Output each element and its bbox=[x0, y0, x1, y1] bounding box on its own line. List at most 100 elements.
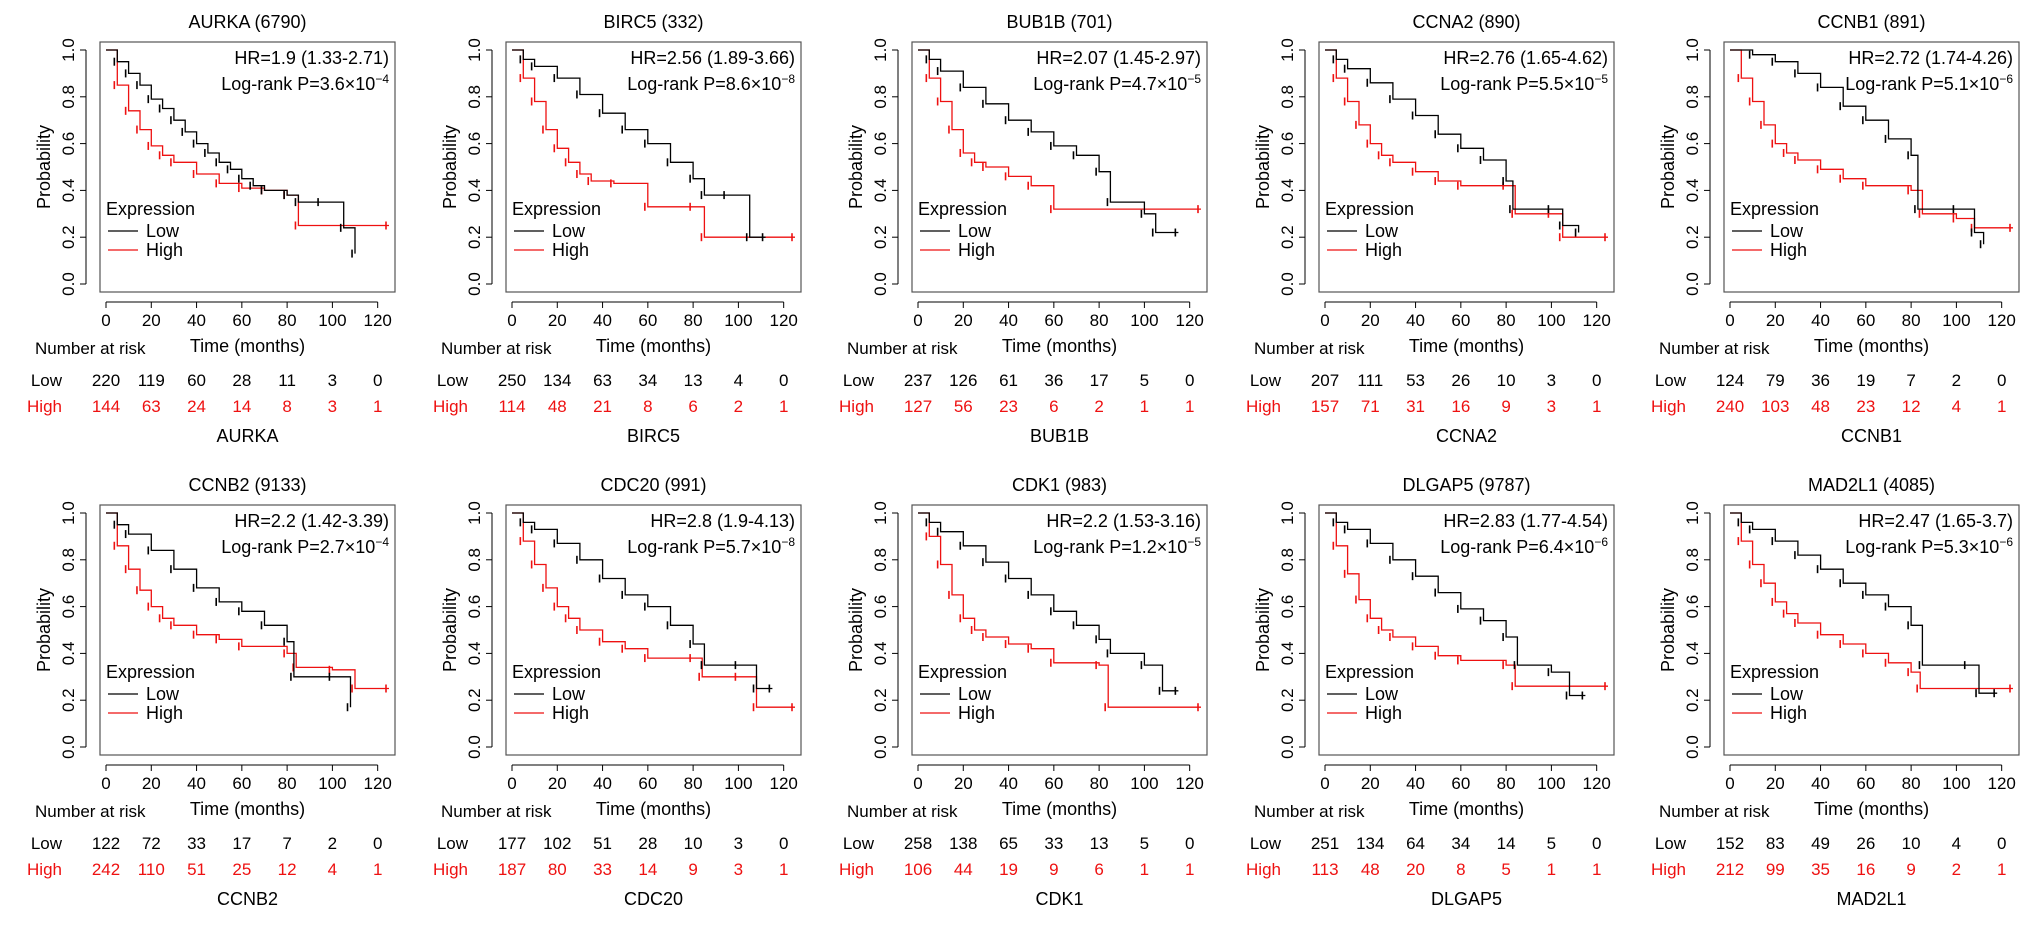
legend-label-high: High bbox=[552, 703, 589, 723]
risk-row-label-low: Low bbox=[31, 371, 63, 390]
legend-title: Expression bbox=[918, 662, 1007, 682]
km-panel-birc5: BIRC5 (332) 0.0 0.2 0.4 0.6 0.8 1.0 Probability… bbox=[433, 12, 802, 446]
y-tick-label: 0.0 bbox=[59, 272, 78, 296]
km-panel-bub1b: BUB1B (701) 0.0 0.2 0.4 0.6 0.8 1.0 Probability… bbox=[839, 12, 1208, 446]
gene-caption: CCNA2 bbox=[1436, 426, 1497, 446]
risk-count-high: 33 bbox=[593, 860, 612, 879]
risk-count-high: 6 bbox=[1094, 860, 1103, 879]
y-axis-label: Probability bbox=[1658, 588, 1678, 672]
risk-count-low: 0 bbox=[1997, 834, 2006, 853]
x-tick-label: 20 bbox=[1766, 774, 1785, 793]
logrank-p: Log-rank P=4.7×10−5 bbox=[1033, 72, 1201, 94]
x-tick-label: 60 bbox=[1044, 774, 1063, 793]
x-tick-label: 20 bbox=[142, 774, 161, 793]
km-curve-high bbox=[918, 49, 1201, 210]
plot-frame bbox=[1723, 41, 2020, 293]
y-tick-label: 0.6 bbox=[1278, 595, 1297, 619]
risk-count-low: 0 bbox=[1592, 834, 1601, 853]
x-tick-label: 0 bbox=[1320, 311, 1329, 330]
plot-frame bbox=[99, 504, 396, 756]
x-tick-label: 60 bbox=[1856, 311, 1875, 330]
hazard-ratio: HR=2.8 (1.9-4.13) bbox=[650, 511, 795, 531]
y-tick-label: 0.2 bbox=[871, 225, 890, 249]
risk-row-label-low: Low bbox=[1250, 834, 1282, 853]
risk-count-low: 0 bbox=[1185, 371, 1194, 390]
x-tick-label: 100 bbox=[1130, 311, 1158, 330]
risk-count-low: 2 bbox=[1952, 371, 1961, 390]
risk-row-label-high: High bbox=[1651, 860, 1686, 879]
hazard-ratio: HR=2.2 (1.42-3.39) bbox=[234, 511, 389, 531]
km-panel-dlgap5: DLGAP5 (9787) 0.0 0.2 0.4 0.6 0.8 1.0 Probabili… bbox=[1246, 475, 1615, 909]
risk-count-high: 14 bbox=[638, 860, 657, 879]
risk-table-title: Number at risk bbox=[35, 802, 146, 821]
legend-title: Expression bbox=[1325, 662, 1414, 682]
x-tick-label: 80 bbox=[1090, 311, 1109, 330]
x-tick-label: 40 bbox=[1811, 311, 1830, 330]
y-tick-label: 0.8 bbox=[465, 85, 484, 109]
y-tick-label: 0.2 bbox=[59, 688, 78, 712]
risk-count-low: 64 bbox=[1406, 834, 1425, 853]
y-tick-label: 0.2 bbox=[1683, 225, 1702, 249]
hazard-ratio: HR=2.83 (1.77-4.54) bbox=[1443, 511, 1608, 531]
panel-title: CCNB2 (9133) bbox=[188, 475, 306, 495]
y-tick-label: 0.2 bbox=[465, 688, 484, 712]
x-tick-label: 20 bbox=[142, 311, 161, 330]
risk-count-high: 144 bbox=[92, 397, 120, 416]
x-axis-label: Time (months) bbox=[1409, 799, 1524, 819]
logrank-p: Log-rank P=1.2×10−5 bbox=[1033, 535, 1201, 557]
y-tick-label: 0.0 bbox=[871, 272, 890, 296]
risk-count-high: 114 bbox=[498, 397, 525, 416]
risk-count-high: 1 bbox=[1997, 397, 2006, 416]
risk-count-high: 4 bbox=[1952, 397, 1961, 416]
y-tick-label: 0.6 bbox=[871, 132, 890, 156]
y-tick-label: 0.0 bbox=[1683, 735, 1702, 759]
km-curve-low bbox=[512, 49, 766, 238]
risk-count-low: 63 bbox=[593, 371, 612, 390]
km-panel-ccnb2: CCNB2 (9133) 0.0 0.2 0.4 0.6 0.8 1.0 Probabilit… bbox=[27, 475, 396, 909]
y-tick-label: 0.0 bbox=[1278, 735, 1297, 759]
risk-count-high: 80 bbox=[548, 860, 567, 879]
gene-caption: MAD2L1 bbox=[1836, 889, 1906, 909]
legend-title: Expression bbox=[918, 199, 1007, 219]
risk-count-low: 251 bbox=[1311, 834, 1339, 853]
risk-count-high: 187 bbox=[498, 860, 526, 879]
risk-count-high: 9 bbox=[1906, 860, 1915, 879]
x-axis-label: Time (months) bbox=[1409, 336, 1524, 356]
plot-frame bbox=[911, 41, 1208, 293]
risk-count-low: 3 bbox=[734, 834, 743, 853]
risk-count-low: 134 bbox=[1356, 834, 1384, 853]
risk-table-title: Number at risk bbox=[847, 802, 958, 821]
x-axis-label: Time (months) bbox=[1002, 799, 1117, 819]
y-tick-label: 1.0 bbox=[1683, 38, 1702, 62]
risk-count-high: 44 bbox=[954, 860, 973, 879]
risk-row-label-low: Low bbox=[437, 371, 469, 390]
x-tick-label: 80 bbox=[278, 774, 297, 793]
risk-count-low: 5 bbox=[1547, 834, 1556, 853]
y-tick-label: 1.0 bbox=[1278, 501, 1297, 525]
plot-frame bbox=[1723, 504, 2020, 756]
y-tick-label: 0.8 bbox=[1683, 548, 1702, 572]
legend-label-low: Low bbox=[958, 221, 992, 241]
x-tick-label: 40 bbox=[1811, 774, 1830, 793]
panel-title: BUB1B (701) bbox=[1006, 12, 1112, 32]
risk-count-low: 5 bbox=[1140, 371, 1149, 390]
risk-row-label-low: Low bbox=[843, 371, 875, 390]
risk-row-label-high: High bbox=[1651, 397, 1686, 416]
y-tick-label: 0.2 bbox=[465, 225, 484, 249]
y-tick-label: 0.8 bbox=[871, 85, 890, 109]
risk-count-high: 3 bbox=[734, 860, 743, 879]
risk-count-low: 250 bbox=[498, 371, 526, 390]
risk-count-low: 0 bbox=[779, 834, 788, 853]
risk-row-label-high: High bbox=[839, 860, 874, 879]
y-tick-label: 0.8 bbox=[59, 85, 78, 109]
legend-label-low: Low bbox=[552, 684, 586, 704]
x-tick-label: 120 bbox=[1987, 774, 2015, 793]
risk-row-label-low: Low bbox=[1250, 371, 1282, 390]
risk-count-high: 242 bbox=[92, 860, 120, 879]
x-tick-label: 100 bbox=[318, 311, 346, 330]
risk-count-low: 79 bbox=[1766, 371, 1785, 390]
risk-count-low: 207 bbox=[1311, 371, 1339, 390]
risk-row-label-low: Low bbox=[843, 834, 875, 853]
